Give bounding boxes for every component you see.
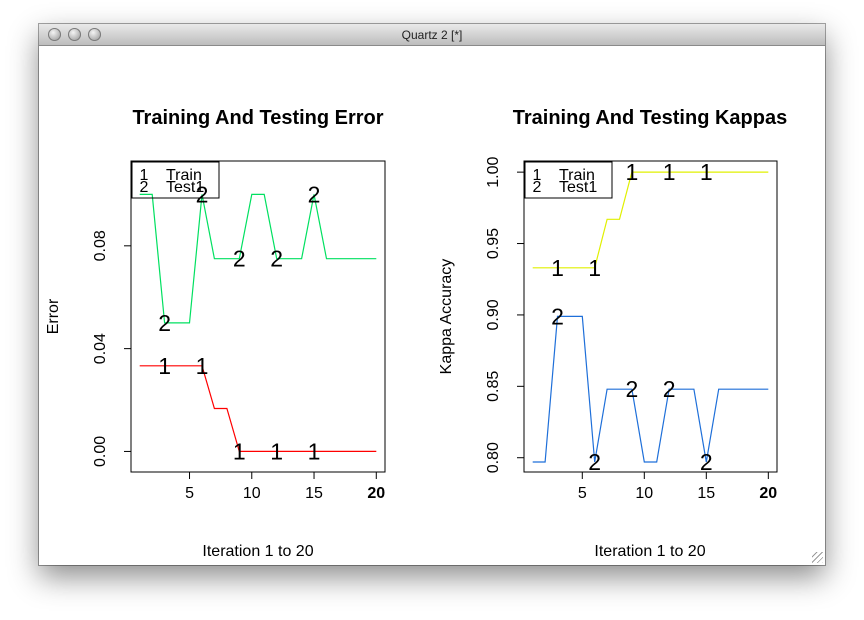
p2-legend-box [524,161,613,199]
p2-y-axis-label: Kappa Accuracy [438,259,455,375]
p1-plot-frame [130,160,386,473]
p1-legend-label-1: Train [166,167,202,184]
p1-chart-title: Training And Testing Error [132,107,383,129]
p1-x-tick-label-20: 20 [367,485,385,502]
zoom-button[interactable] [88,28,101,41]
p2-series-2-marker-9: 2 [625,376,638,402]
p1-series-1-marker-3: 1 [158,353,171,379]
p1-x-tick-label-15: 15 [305,485,323,502]
p2-y-tick-label-3: 0.95 [485,228,502,259]
p2-y-tick-label-1: 0.85 [485,371,502,402]
p2-y-tick-label-0: 0.80 [485,442,502,473]
p1-series-2-marker-15: 2 [308,181,321,207]
p1-y-tick-label-0: 0.00 [92,436,109,467]
p2-chart-title: Training And Testing Kappas [513,107,787,129]
p2-x-tick-label-5: 5 [578,485,587,502]
p1-series-line-2 [139,193,377,324]
p1-y-tick-label-1: 0.04 [92,333,109,364]
p1-series-line-1 [139,365,377,452]
p2-series-2-marker-12: 2 [663,376,676,402]
resize-grip[interactable] [812,552,823,563]
p2-series-line-2 [532,315,769,463]
p1-series-1-marker-6: 1 [196,353,209,379]
p1-x-tick-label-10: 10 [243,485,261,502]
p2-series-line-1 [532,171,769,269]
p1-legend-label-2: Test1 [166,179,204,196]
p2-y-tick-label-4: 1.00 [485,156,502,187]
p2-series-1-marker-9: 1 [625,159,638,185]
p2-series-1-marker-6: 1 [588,255,601,281]
p1-legend-symbol-1: 1 [140,167,149,184]
p1-series-1-marker-15: 1 [308,438,321,464]
p2-x-tick-label-15: 15 [697,485,715,502]
p1-series-2-marker-6: 2 [196,181,209,207]
p2-series-1-marker-15: 1 [700,159,713,185]
p2-x-axis-label: Iteration 1 to 20 [594,543,705,560]
p2-plot-frame [523,160,778,473]
p1-x-axis-label: Iteration 1 to 20 [202,543,313,560]
p2-legend-symbol-2: 2 [533,179,542,196]
p2-legend-label-2: Test1 [559,179,597,196]
p2-x-tick-label-10: 10 [635,485,653,502]
p1-y-axis-label: Error [45,298,62,334]
p1-series-2-marker-3: 2 [158,310,171,336]
p2-series-1-marker-3: 1 [551,255,564,281]
title-bar[interactable]: Quartz 2 [*] [39,24,825,46]
p2-series-1-marker-12: 1 [663,159,676,185]
window-title: Quartz 2 [*] [401,28,463,42]
p1-series-1-marker-9: 1 [233,438,246,464]
p2-series-2-marker-15: 2 [700,449,713,475]
close-button[interactable] [48,28,61,41]
p1-series-2-marker-12: 2 [270,246,283,272]
p2-legend-symbol-1: 1 [533,167,542,184]
quartz-window: Quartz 2 [*] Training And Testing Error 5… [39,24,825,565]
p2-y-tick-label-2: 0.90 [485,299,502,330]
p2-legend-label-1: Train [559,167,595,184]
minimize-button[interactable] [68,28,81,41]
p1-x-tick-label-5: 5 [185,485,194,502]
p1-y-tick-label-2: 0.08 [92,230,109,261]
p2-x-tick-label-20: 20 [759,485,777,502]
p1-legend-symbol-2: 2 [140,179,149,196]
p1-legend-box [131,161,220,199]
plot-area: Training And Testing Error 5 10 15 20 Iterati… [39,46,825,565]
p2-series-2-marker-6: 2 [588,449,601,475]
p2-series-2-marker-3: 2 [551,303,564,329]
p1-series-1-marker-12: 1 [270,438,283,464]
p1-series-2-marker-9: 2 [233,246,246,272]
